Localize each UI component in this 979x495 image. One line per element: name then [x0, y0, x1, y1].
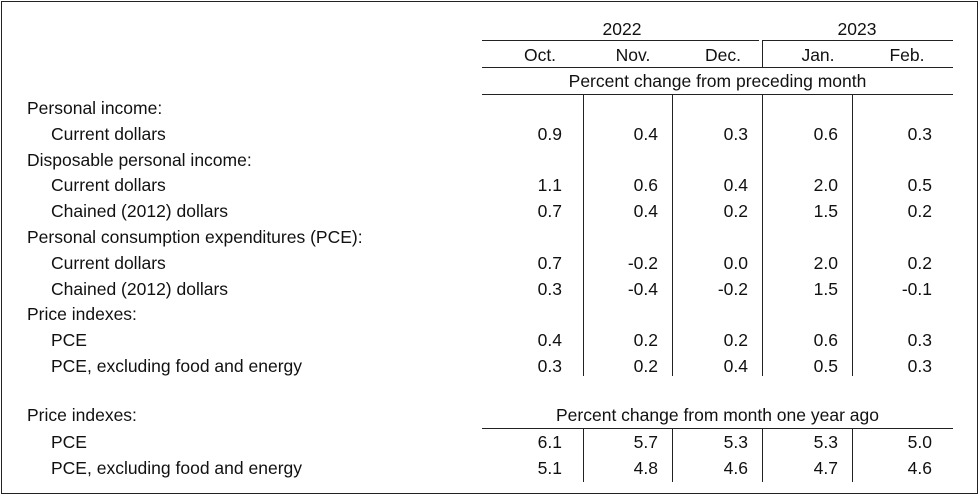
col-divider-2: [672, 94, 673, 376]
monthly-row-label: Disposable personal income:: [27, 149, 252, 170]
monthly-cell: 1.1: [537, 175, 562, 196]
col-divider-3: [762, 94, 763, 376]
month-nov-header: Nov.: [615, 45, 651, 65]
yearly-row-label: PCE: [51, 432, 87, 452]
yearly-cell: 4.7: [813, 457, 838, 478]
unit-yearly-rule: [482, 428, 953, 429]
months-rule: [482, 67, 953, 68]
monthly-cell: 0.7: [537, 201, 562, 222]
yearly-cell: 5.0: [907, 432, 932, 452]
yearly-col-divider-4: [852, 428, 853, 482]
monthly-cell: 0.2: [907, 201, 932, 222]
monthly-cell: 0.4: [633, 123, 658, 144]
month-feb-header: Feb.: [889, 45, 925, 65]
monthly-row-label: Personal income:: [27, 98, 163, 118]
monthly-row-label: Current dollars: [51, 123, 166, 144]
monthly-cell: 2.0: [813, 175, 838, 196]
monthly-cell: 0.3: [907, 356, 932, 376]
monthly-row-label: Personal consumption expenditures (PCE):: [27, 227, 363, 247]
col-divider-1: [583, 94, 584, 376]
monthly-cell: 0.2: [723, 330, 748, 351]
monthly-cell: 0.3: [537, 278, 562, 299]
monthly-row-label: PCE: [51, 330, 87, 351]
monthly-cell: 1.5: [813, 201, 838, 222]
monthly-cell: 0.0: [723, 252, 748, 273]
yearly-cell: 5.1: [537, 457, 562, 478]
monthly-cell: 0.4: [723, 356, 748, 376]
monthly-cell: 0.2: [723, 201, 748, 222]
yearly-section-label: Price indexes:: [27, 405, 137, 425]
yearly-cell: 4.6: [723, 457, 748, 478]
yearly-row-label: PCE, excluding food and energy: [51, 457, 302, 478]
monthly-cell: 1.5: [813, 278, 838, 299]
yearly-cell: 5.3: [723, 432, 748, 452]
yearly-cell: 4.8: [633, 457, 658, 478]
monthly-cell: -0.1: [901, 278, 932, 299]
col-divider-4: [852, 94, 853, 376]
unit-monthly-caption: Percent change from preceding month: [568, 71, 867, 91]
monthly-cell: 0.2: [633, 330, 658, 351]
monthly-row-label: Chained (2012) dollars: [51, 201, 229, 222]
monthly-cell: 0.2: [633, 356, 658, 376]
header-year-divider: [762, 40, 763, 67]
monthly-cell: 0.3: [537, 356, 562, 376]
monthly-cell: 0.6: [633, 175, 658, 196]
monthly-cell: 0.3: [723, 123, 748, 144]
month-dec-header: Dec.: [705, 45, 741, 65]
month-oct-header: Oct.: [523, 45, 557, 65]
yearly-col-divider-3: [762, 428, 763, 482]
monthly-cell: 2.0: [813, 252, 838, 273]
yearly-cell: 4.6: [907, 457, 932, 478]
monthly-row-label: Chained (2012) dollars: [51, 278, 229, 299]
year-2023-rule: [763, 40, 953, 41]
monthly-cell: 0.5: [907, 175, 932, 196]
monthly-cell: 0.5: [813, 356, 838, 376]
monthly-row-label: Current dollars: [51, 252, 166, 273]
yearly-cell: 5.3: [813, 432, 838, 452]
year-2022-rule: [482, 40, 759, 41]
year-2022-header: 2022: [602, 19, 642, 39]
monthly-cell: 0.6: [813, 330, 838, 351]
monthly-cell: 0.6: [813, 123, 838, 144]
monthly-cell: 0.7: [537, 252, 562, 273]
month-jan-header: Jan.: [801, 45, 835, 65]
unit-yearly-caption: Percent change from month one year ago: [556, 405, 879, 425]
monthly-cell: -0.2: [627, 252, 658, 273]
monthly-cell: -0.4: [627, 278, 658, 299]
year-2023-header: 2023: [837, 19, 877, 39]
yearly-col-divider-1: [583, 428, 584, 482]
monthly-row-label: PCE, excluding food and energy: [51, 356, 302, 376]
unit-monthly-rule: [482, 94, 953, 95]
monthly-cell: 0.3: [907, 123, 932, 144]
monthly-cell: 0.9: [537, 123, 562, 144]
monthly-cell: 0.4: [633, 201, 658, 222]
monthly-cell: 0.3: [907, 330, 932, 351]
monthly-cell: 0.4: [537, 330, 562, 351]
yearly-cell: 6.1: [537, 432, 562, 452]
monthly-cell: 0.4: [723, 175, 748, 196]
yearly-col-divider-2: [672, 428, 673, 482]
monthly-row-label: Price indexes:: [27, 304, 137, 325]
monthly-cell: 0.2: [907, 252, 932, 273]
monthly-cell: -0.2: [717, 278, 748, 299]
yearly-cell: 5.7: [633, 432, 658, 452]
monthly-row-label: Current dollars: [51, 175, 166, 196]
